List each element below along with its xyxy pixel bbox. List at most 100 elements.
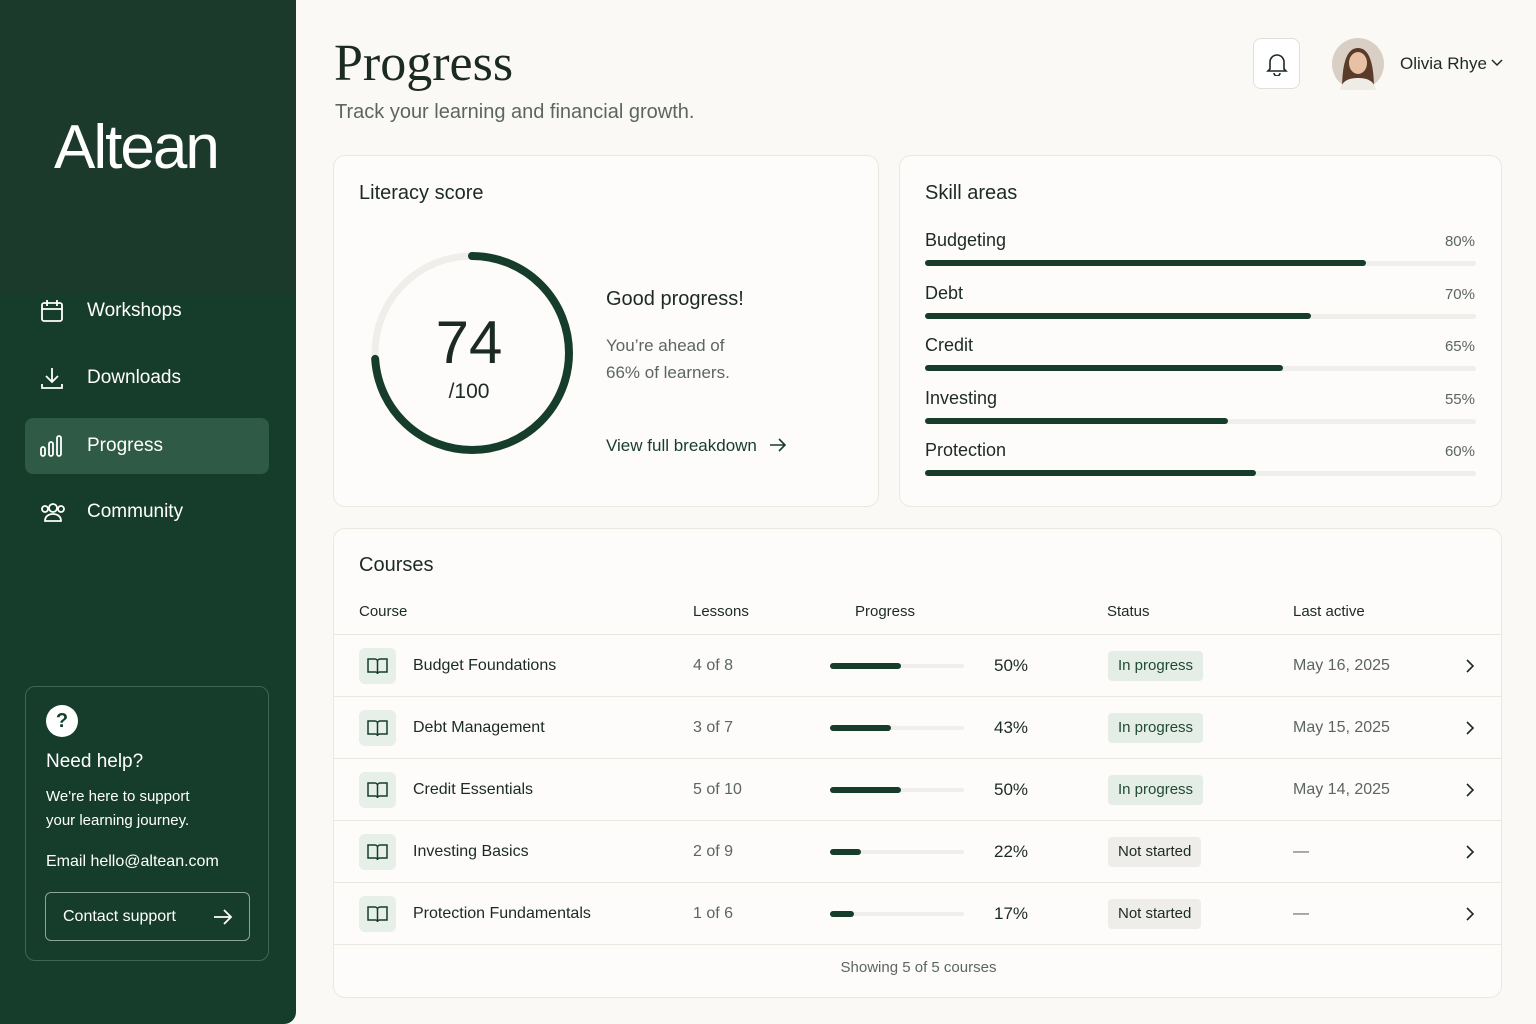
score-value: 74 [435, 309, 503, 376]
nav-label: Community [87, 501, 184, 522]
score-ring [371, 252, 573, 454]
chevron-icon [1466, 783, 1475, 797]
icon [40, 435, 62, 457]
course-icon [359, 772, 396, 808]
last-active: — [1293, 905, 1309, 922]
book-icon [367, 782, 388, 799]
button-label: Contact support [63, 908, 176, 925]
message: You’re ahead of 66% of learners. [606, 336, 730, 382]
literacy-card: Literacy score 74 /100 Good progress! Yo… [333, 155, 879, 507]
arrow-icon [769, 438, 787, 452]
breakdown-link[interactable]: View full breakdown [606, 436, 787, 456]
skill-bar [925, 312, 1311, 319]
nav-label: Downloads [87, 367, 181, 388]
book-icon [367, 906, 388, 923]
skill-value: 60% [1444, 443, 1475, 460]
last-active: May 14, 2025 [1293, 781, 1390, 798]
progress-track [830, 726, 964, 730]
course-icon [359, 834, 396, 870]
skill-value: 55% [1444, 390, 1475, 408]
link-label: View full breakdown [606, 436, 757, 455]
progress-value: 50% [994, 780, 1029, 799]
course-icon [359, 896, 396, 932]
row-chevron[interactable] [1464, 782, 1476, 803]
status-pill: In progress [1108, 651, 1204, 681]
book-icon [367, 720, 388, 737]
skill-bar [925, 260, 1366, 266]
chevron-icon [1466, 659, 1475, 673]
course-row[interactable] [334, 697, 1501, 759]
chevron-icon [1466, 845, 1475, 859]
column-header: Progress [855, 603, 916, 620]
chevron-icon [1466, 721, 1475, 735]
page-subtitle: Track your learning and financial growth… [335, 101, 695, 123]
skill-value: 70% [1444, 285, 1475, 303]
lessons: 1 of 6 [693, 905, 734, 922]
skill-bar [925, 417, 1229, 424]
progress-bar [830, 911, 855, 917]
nav-item[interactable]: Workshops [25, 283, 269, 339]
column-header: Last active [1293, 603, 1365, 620]
icon [41, 300, 63, 322]
row-chevron[interactable] [1464, 844, 1476, 865]
card-title: Literacy score [359, 182, 484, 204]
help-title: Need help? [46, 751, 144, 772]
book-icon [367, 844, 388, 861]
course-row[interactable] [334, 883, 1501, 945]
sidebar-header [0, 0, 296, 293]
skill-value: 65% [1444, 338, 1475, 355]
book-icon [367, 658, 388, 675]
chevron-icon [1466, 907, 1475, 921]
skills-card: Skill areas Budgeting 80% Debt 70% Credit 65%… [899, 155, 1502, 507]
status-pill: In progress [1108, 775, 1204, 805]
progress-value: 17% [994, 904, 1029, 923]
last-active: May 16, 2025 [1293, 657, 1390, 674]
icon [41, 503, 65, 522]
progress-bar [830, 725, 892, 731]
course-name: Protection Fundamentals [413, 905, 591, 922]
course-name: Credit Essentials [413, 781, 534, 798]
row-chevron[interactable] [1464, 658, 1476, 679]
progress-value: 22% [994, 842, 1029, 861]
row-chevron[interactable] [1464, 906, 1476, 927]
skill-bar [925, 470, 1256, 476]
card-title: Courses [359, 554, 434, 576]
user-name[interactable]: Olivia Rhye [1400, 54, 1487, 73]
row-chevron[interactable] [1464, 720, 1476, 741]
status-pill: Not started [1108, 899, 1202, 929]
notifications-button[interactable] [1253, 38, 1300, 89]
course-row[interactable] [334, 821, 1501, 883]
progress-track [830, 912, 964, 916]
skill-name: Investing [925, 387, 998, 408]
progress-value: 50% [994, 656, 1029, 675]
nav-item[interactable]: Progress [25, 418, 269, 474]
course-name: Budget Foundations [413, 657, 557, 674]
course-name: Investing Basics [413, 843, 529, 860]
nav-item[interactable]: Downloads [25, 350, 269, 406]
contact-button[interactable]: Contact support [45, 892, 250, 941]
course-row[interactable] [334, 759, 1501, 821]
skill-bar [925, 365, 1284, 371]
course-icon [359, 710, 396, 746]
last-active: — [1293, 843, 1309, 860]
arrow-icon [214, 909, 233, 925]
icon [41, 368, 63, 389]
course-icon [359, 648, 396, 684]
nav-label: Progress [87, 435, 164, 456]
last-active: May 15, 2025 [1293, 719, 1390, 736]
nav-item[interactable]: Community [25, 484, 269, 540]
avatar[interactable] [1332, 38, 1384, 90]
skill-name: Budgeting [925, 230, 1007, 250]
score-max: /100 [448, 380, 490, 403]
progress-track [830, 850, 964, 854]
skill-name: Credit [925, 335, 974, 355]
help-email[interactable]: Email hello@altean.com [46, 853, 219, 870]
status-pill: In progress [1108, 713, 1204, 743]
progress-bar [830, 849, 862, 855]
help-text: We're here to support your learning jour… [46, 788, 190, 829]
course-row[interactable] [334, 635, 1501, 697]
column-header: Lessons [693, 603, 749, 620]
dropdown-icon[interactable] [1490, 58, 1504, 68]
logo: Altean [54, 113, 220, 182]
